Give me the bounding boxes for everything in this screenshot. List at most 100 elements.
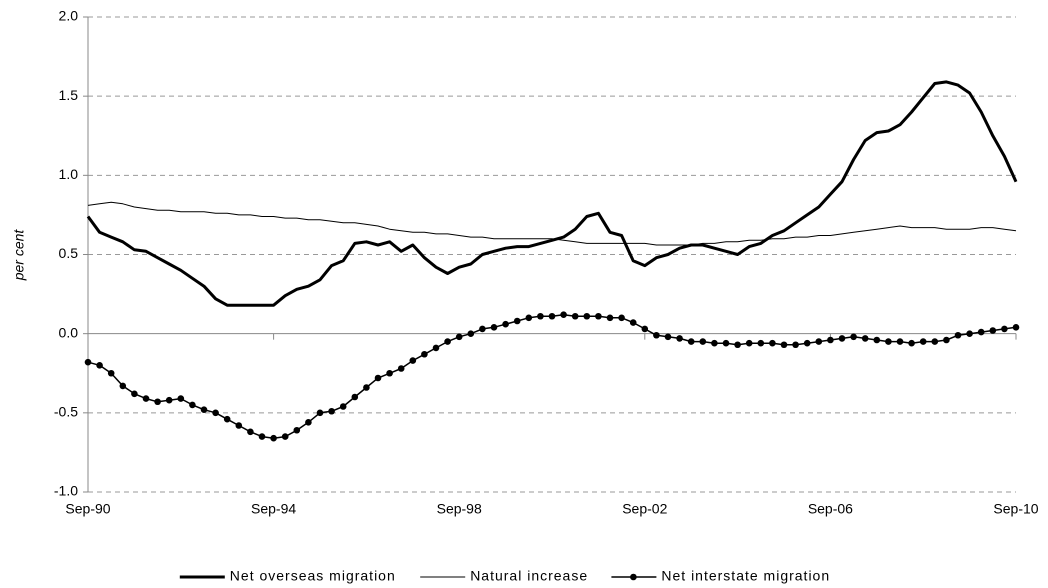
- legend-label: Net interstate migration: [661, 568, 830, 584]
- series-marker: [84, 358, 92, 366]
- series-marker: [490, 324, 498, 331]
- series-marker: [687, 338, 695, 345]
- legend-marker: [630, 573, 637, 581]
- series-marker: [560, 311, 567, 318]
- y-tick-label: -1.0: [54, 483, 78, 499]
- series-marker: [455, 333, 463, 341]
- series-marker: [537, 312, 544, 320]
- series-marker: [479, 325, 486, 333]
- series-marker: [815, 338, 823, 345]
- series-marker: [305, 419, 312, 426]
- series-marker: [339, 403, 347, 410]
- series-marker: [722, 339, 730, 347]
- x-tick-label: Sep-94: [251, 501, 296, 517]
- series-marker: [444, 338, 451, 345]
- series-marker: [571, 312, 579, 320]
- series-marker: [769, 339, 776, 347]
- series-marker: [548, 312, 556, 320]
- series-marker: [421, 350, 428, 358]
- x-tick-label: Sep-90: [65, 501, 110, 517]
- series-marker: [873, 336, 881, 344]
- series-marker: [653, 331, 660, 339]
- series-marker: [467, 330, 475, 337]
- series-marker: [513, 317, 521, 325]
- series-marker: [896, 338, 904, 345]
- series-marker: [142, 395, 150, 402]
- series-marker: [107, 369, 115, 377]
- series-marker: [386, 369, 393, 377]
- series-marker: [641, 325, 649, 333]
- x-tick-label: Sep-02: [622, 501, 667, 517]
- y-tick-label: -0.5: [54, 404, 78, 420]
- series-marker: [189, 401, 196, 409]
- series-marker: [525, 314, 533, 322]
- series-marker: [154, 398, 161, 406]
- series-marker: [711, 339, 718, 347]
- series-marker: [629, 319, 637, 326]
- series-marker: [165, 396, 173, 404]
- series-marker: [212, 409, 219, 417]
- series-marker: [397, 365, 405, 372]
- series-marker: [200, 406, 208, 413]
- series-marker: [247, 428, 254, 436]
- series-marker: [583, 312, 591, 320]
- series-marker: [861, 335, 869, 342]
- series-marker: [119, 382, 127, 390]
- y-tick-label: 1.5: [59, 87, 79, 103]
- series-marker: [885, 338, 892, 345]
- series-marker: [803, 339, 811, 347]
- series-marker: [989, 327, 997, 334]
- series-marker: [745, 339, 753, 347]
- series-marker: [177, 395, 185, 402]
- series-marker: [131, 390, 138, 398]
- series-marker: [664, 333, 672, 341]
- legend-label: Natural increase: [470, 568, 588, 584]
- series-marker: [595, 312, 602, 320]
- x-tick-label: Sep-10: [993, 501, 1038, 517]
- series-marker: [792, 341, 799, 349]
- series-marker: [409, 357, 417, 364]
- series-marker: [827, 336, 834, 344]
- series-marker: [966, 330, 973, 337]
- y-tick-label: 2.0: [59, 8, 79, 24]
- series-marker: [734, 341, 741, 349]
- series-marker: [223, 415, 231, 423]
- series-marker: [293, 426, 301, 434]
- series-marker: [699, 338, 707, 345]
- y-tick-label: 1.0: [59, 166, 79, 182]
- series-marker: [258, 433, 266, 440]
- y-tick-label: 0.5: [59, 245, 79, 261]
- series-marker: [919, 338, 927, 345]
- series-marker: [1001, 325, 1008, 333]
- x-tick-label: Sep-06: [808, 501, 853, 517]
- series-marker: [838, 335, 846, 342]
- series-marker: [270, 434, 277, 442]
- series-marker: [281, 433, 289, 440]
- series-marker: [502, 320, 509, 328]
- series-marker: [850, 333, 857, 341]
- series-marker: [351, 393, 359, 401]
- series-marker: [606, 314, 614, 322]
- series-marker: [943, 336, 950, 344]
- series-line: [87, 201, 1017, 246]
- series-line: [86, 80, 1018, 307]
- series-marker: [618, 314, 625, 322]
- series-marker: [977, 328, 985, 336]
- legend-label: Net overseas migration: [230, 568, 396, 584]
- series-marker: [908, 339, 915, 347]
- series-marker: [676, 335, 683, 342]
- series-marker: [363, 384, 370, 391]
- series-marker: [757, 339, 765, 347]
- series-marker: [954, 331, 962, 339]
- y-tick-label: 0.0: [59, 324, 79, 340]
- x-tick-label: Sep-98: [437, 501, 482, 517]
- series-marker: [328, 407, 335, 415]
- series-marker: [432, 344, 440, 352]
- y-axis-label: per cent: [11, 229, 27, 282]
- series-marker: [316, 409, 324, 417]
- series-marker: [780, 341, 788, 349]
- series-marker: [374, 374, 382, 382]
- series-marker: [96, 362, 103, 369]
- series-marker: [235, 422, 243, 429]
